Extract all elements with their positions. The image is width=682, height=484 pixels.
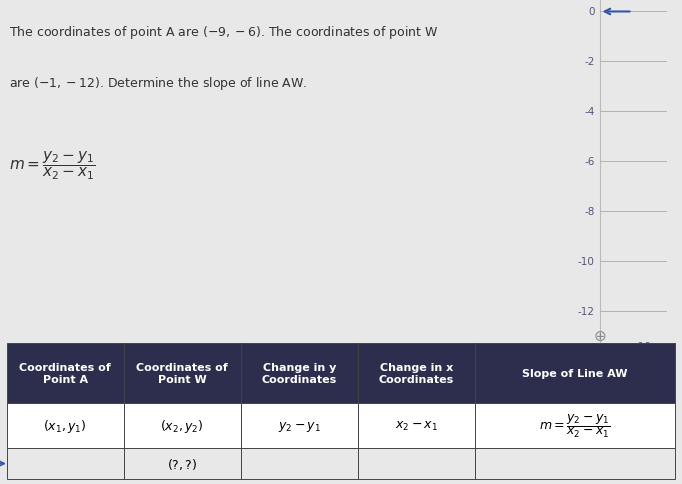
FancyBboxPatch shape [241, 344, 357, 403]
Text: -4: -4 [584, 107, 595, 117]
Text: $(x_1, y_1)$: $(x_1, y_1)$ [44, 417, 87, 434]
Text: $m = \dfrac{y_2 - y_1}{x_2 - x_1}$: $m = \dfrac{y_2 - y_1}{x_2 - x_1}$ [9, 149, 95, 182]
Text: -12: -12 [578, 306, 595, 316]
Text: -6: -6 [584, 157, 595, 167]
FancyBboxPatch shape [241, 403, 357, 448]
Text: Change in y
Coordinates: Change in y Coordinates [262, 363, 337, 384]
Text: are $(-1, -12)$. Determine the slope of line AW.: are $(-1, -12)$. Determine the slope of … [9, 75, 307, 91]
Text: -10: -10 [578, 257, 595, 266]
Text: $y_2 - y_1$: $y_2 - y_1$ [278, 419, 321, 433]
FancyBboxPatch shape [241, 448, 357, 479]
FancyBboxPatch shape [475, 448, 675, 479]
Text: $x_2 - x_1$: $x_2 - x_1$ [395, 419, 438, 432]
FancyBboxPatch shape [7, 448, 124, 479]
FancyBboxPatch shape [357, 344, 475, 403]
FancyBboxPatch shape [7, 344, 124, 403]
Text: Coordinates of
Point A: Coordinates of Point A [19, 363, 111, 384]
FancyBboxPatch shape [124, 403, 241, 448]
Text: -8: -8 [584, 207, 595, 216]
Text: $m = \dfrac{y_2 - y_1}{x_2 - x_1}$: $m = \dfrac{y_2 - y_1}{x_2 - x_1}$ [539, 412, 610, 439]
FancyBboxPatch shape [357, 403, 475, 448]
Text: Slope of Line AW: Slope of Line AW [522, 368, 627, 378]
FancyBboxPatch shape [7, 403, 124, 448]
Text: Change in x
Coordinates: Change in x Coordinates [379, 363, 454, 384]
Text: ⊕: ⊕ [593, 329, 606, 344]
FancyBboxPatch shape [124, 448, 241, 479]
FancyBboxPatch shape [124, 344, 241, 403]
Text: 0: 0 [588, 7, 595, 17]
Text: -2: -2 [584, 57, 595, 67]
Text: $(x_2, y_2)$: $(x_2, y_2)$ [160, 417, 204, 434]
Text: -10: -10 [634, 341, 651, 351]
Text: The coordinates of point A are $(-9, -6)$. The coordinates of point W: The coordinates of point A are $(-9, -6)… [9, 24, 439, 41]
Text: $(?, ?)$: $(?, ?)$ [167, 456, 198, 471]
FancyBboxPatch shape [475, 344, 675, 403]
FancyBboxPatch shape [475, 403, 675, 448]
FancyBboxPatch shape [357, 448, 475, 479]
Text: Coordinates of
Point W: Coordinates of Point W [136, 363, 228, 384]
